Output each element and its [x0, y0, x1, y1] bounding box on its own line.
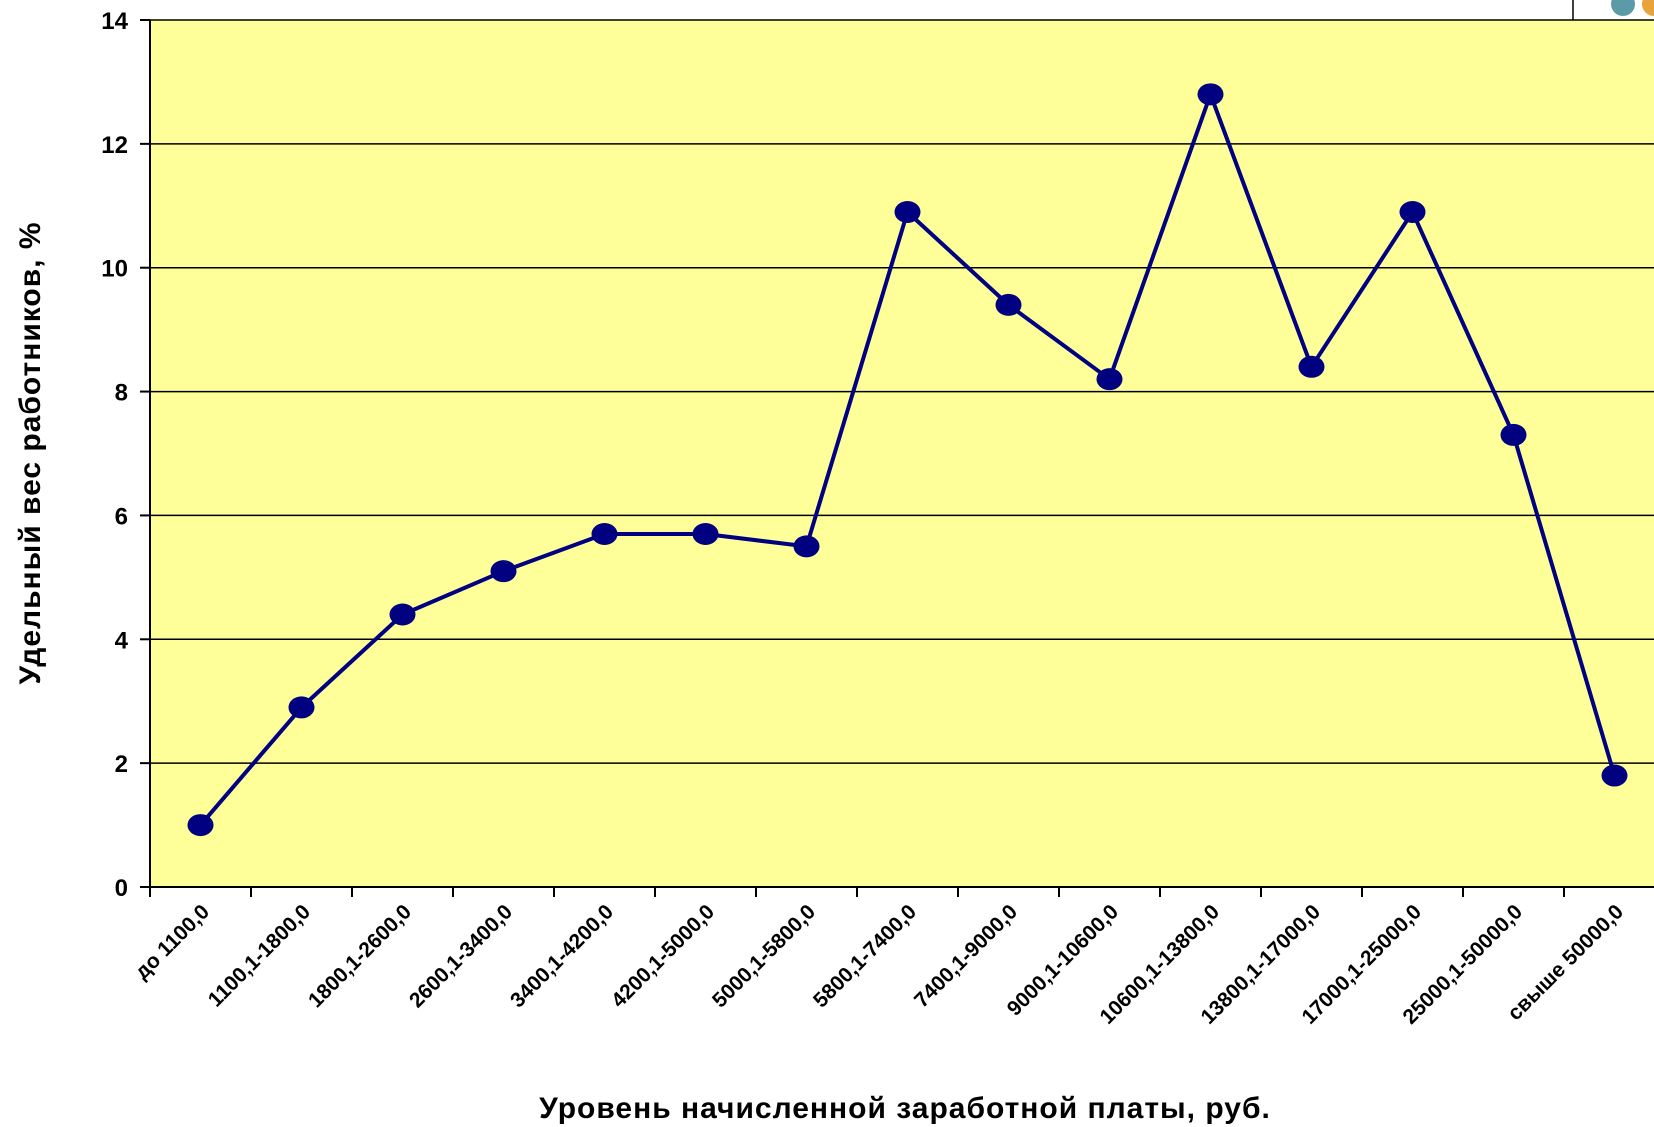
data-point [389, 603, 416, 626]
y-tick-label: 12 [101, 132, 128, 159]
y-tick-label: 6 [115, 503, 128, 530]
gridlines [150, 19, 1654, 764]
x-category-label: 5000,1-5800,0 [708, 900, 820, 1012]
data-point [1096, 368, 1123, 391]
x-category-label: 3400,1-4200,0 [506, 900, 618, 1012]
data-point [591, 523, 618, 546]
data-point [1298, 355, 1325, 378]
data-point [995, 293, 1022, 316]
x-category-label: 1800,1-2600,0 [304, 900, 416, 1012]
data-point [490, 560, 517, 583]
plot-background [150, 20, 1654, 887]
corner-dot-orange [1642, 0, 1654, 16]
x-axis-title: Уровень начисленной заработной платы, ру… [539, 1092, 1271, 1125]
data-point [1500, 423, 1527, 446]
data-point [1399, 200, 1426, 223]
data-point [288, 696, 315, 719]
y-tick-label: 2 [115, 751, 128, 778]
x-category-label: 5800,1-7400,0 [809, 900, 921, 1012]
y-axis-title: Удельный вес работников, % [14, 222, 47, 685]
x-category-label: до 1100,0 [131, 900, 214, 983]
x-category-label: 7400,1-9000,0 [910, 900, 1022, 1012]
y-tick-label: 8 [115, 380, 128, 407]
corner-decoration [1572, 0, 1654, 21]
data-point [793, 535, 820, 558]
corner-dot-teal [1611, 0, 1635, 16]
series-markers [187, 83, 1628, 837]
data-point [187, 814, 214, 837]
y-tick-label: 4 [115, 627, 129, 654]
x-category-label: 4200,1-5000,0 [607, 900, 719, 1012]
data-point [1197, 83, 1224, 106]
x-category-label: 2600,1-3400,0 [405, 900, 517, 1012]
y-axis-ticks: 0 2 4 6 8 10 12 14 [101, 8, 150, 902]
data-point [894, 200, 921, 223]
y-tick-label: 10 [101, 256, 128, 283]
y-tick-label: 14 [101, 8, 128, 35]
x-category-label: 1100,1-1800,0 [204, 900, 315, 1011]
y-tick-label: 0 [115, 875, 128, 902]
data-point [1601, 764, 1628, 787]
data-point [692, 523, 719, 546]
x-axis-ticks: до 1100,01100,1-1800,01800,1-2600,02600,… [131, 887, 1628, 1029]
